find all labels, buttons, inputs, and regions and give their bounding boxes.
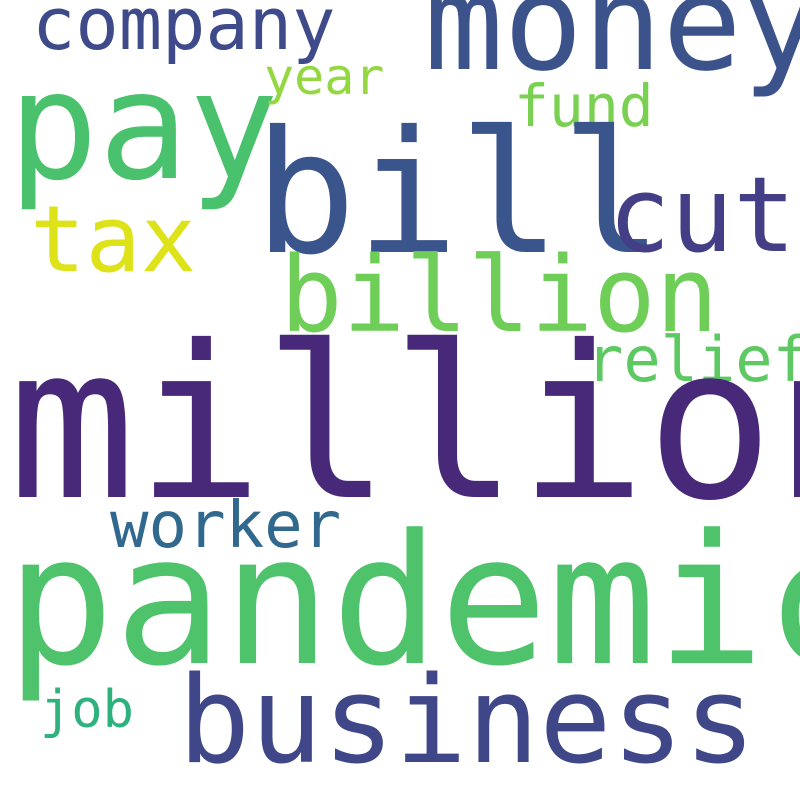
word-million: million — [8, 300, 800, 547]
word-company: company — [32, 0, 336, 66]
word-relief: relief — [586, 323, 800, 396]
word-year: year — [264, 48, 385, 106]
word-cut: cut — [608, 154, 796, 276]
word-pandemic: pandemic — [6, 497, 800, 706]
word-billion: billion — [280, 234, 719, 356]
word-worker: worker — [110, 489, 342, 563]
word-business: business — [178, 652, 756, 791]
word-fund: fund — [514, 72, 654, 140]
word-money: money — [424, 0, 800, 101]
word-bill: bill — [254, 95, 664, 293]
word-pay: pay — [8, 40, 279, 214]
word-job: job — [40, 680, 134, 740]
word-tax: tax — [30, 186, 197, 293]
